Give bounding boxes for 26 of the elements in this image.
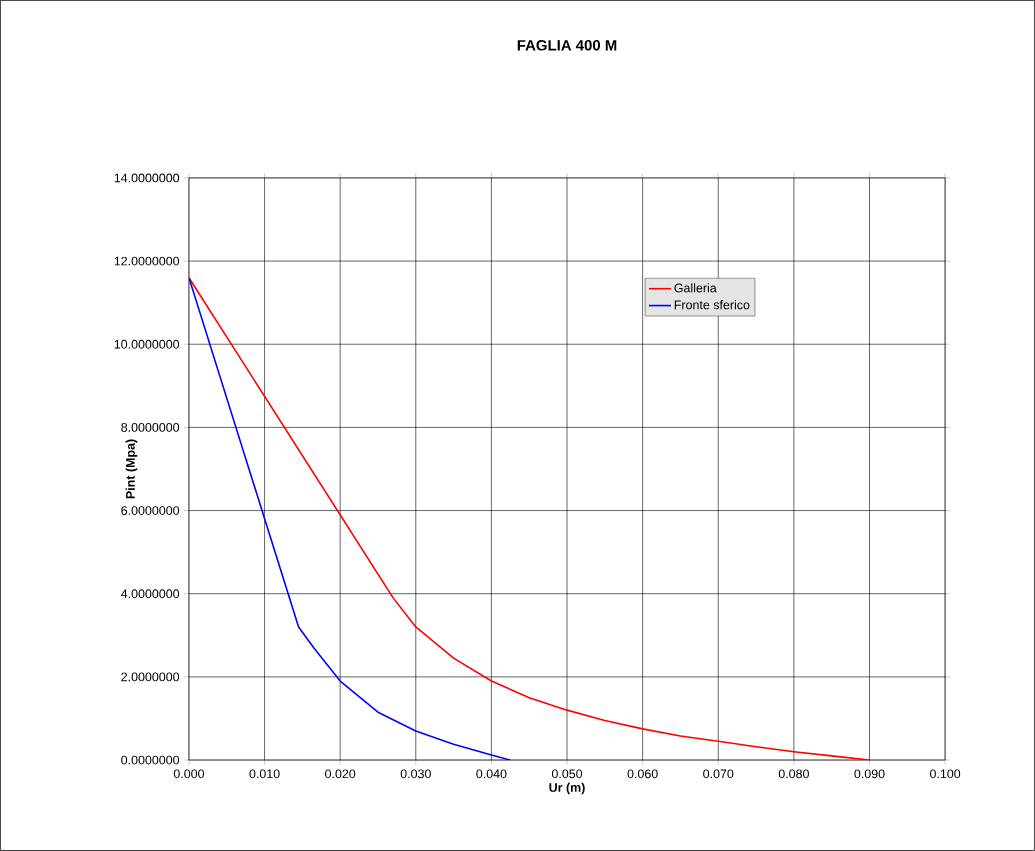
line-series bbox=[188, 276, 512, 761]
y-tick-label: 4.0000000 bbox=[121, 589, 180, 599]
x-axis-title: Ur (m) bbox=[549, 782, 585, 795]
y-tick-label: 0.0000000 bbox=[121, 755, 180, 765]
legend-label: Galleria bbox=[674, 283, 717, 293]
x-tick-label: 0.070 bbox=[703, 769, 734, 779]
x-tick-label: 0.040 bbox=[476, 769, 507, 779]
x-tick-label: 0.060 bbox=[627, 769, 658, 779]
y-tick-label: 14.0000000 bbox=[114, 173, 180, 183]
x-tick-label: 0.050 bbox=[551, 769, 583, 779]
x-tick-label: 0.020 bbox=[325, 769, 356, 779]
x-tick-label: 0.010 bbox=[249, 769, 280, 779]
x-tick-label: 0.080 bbox=[778, 769, 809, 779]
x-tick-label: 0.100 bbox=[930, 769, 961, 779]
line-series bbox=[188, 276, 871, 761]
y-tick-label: 2.0000000 bbox=[121, 672, 180, 682]
y-tick-label: 8.0000000 bbox=[121, 423, 180, 432]
chart-title: FAGLIA 400 M bbox=[517, 39, 617, 51]
legend-label: Fronte sferico bbox=[674, 300, 750, 310]
x-tick-label: 0.030 bbox=[400, 769, 431, 779]
x-tick-label: 0.000 bbox=[173, 769, 205, 779]
x-tick-label: 0.090 bbox=[854, 769, 885, 779]
y-tick-label: 6.0000000 bbox=[121, 506, 180, 515]
y-tick-label: 10.0000000 bbox=[114, 339, 180, 349]
y-tick-label: 12.0000000 bbox=[114, 256, 180, 266]
y-axis-title: Pint (Mpa) bbox=[125, 439, 138, 499]
